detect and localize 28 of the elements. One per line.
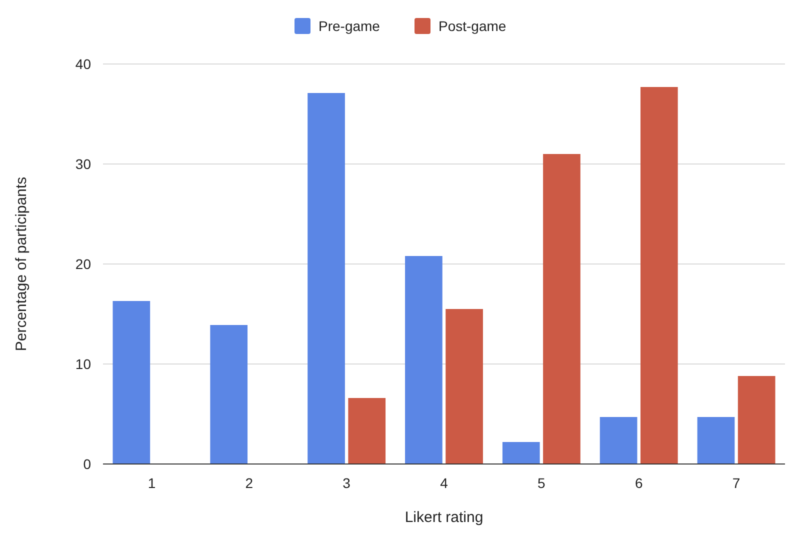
bar [348, 398, 386, 464]
bar [405, 256, 442, 464]
bar [112, 301, 150, 464]
bar [543, 154, 580, 464]
bar [210, 325, 248, 464]
x-tick-label: 4 [440, 475, 448, 491]
x-axis-title: Likert rating [404, 509, 484, 526]
bar [697, 417, 735, 464]
bar [308, 93, 345, 464]
y-axis-title: Percentage of participants [13, 176, 30, 352]
y-tick-label: 20 [75, 256, 92, 272]
y-tick-label: 40 [75, 56, 92, 72]
bar [502, 442, 540, 464]
y-tick-label: 10 [75, 356, 92, 372]
y-tick-label: 0 [83, 456, 92, 472]
y-tick-label: 30 [75, 156, 92, 172]
x-tick-label: 1 [148, 475, 156, 491]
x-tick-label: 7 [732, 475, 740, 491]
x-tick-label: 3 [342, 475, 351, 491]
x-tick-label: 5 [538, 475, 546, 491]
legend-label: Post-game [438, 18, 506, 34]
bar [600, 417, 638, 464]
x-tick-label: 2 [245, 475, 254, 491]
bar [640, 87, 678, 464]
bar [738, 376, 776, 464]
x-tick-label: 6 [634, 475, 643, 491]
legend-label: Pre-game [318, 18, 380, 34]
bar [446, 309, 483, 464]
